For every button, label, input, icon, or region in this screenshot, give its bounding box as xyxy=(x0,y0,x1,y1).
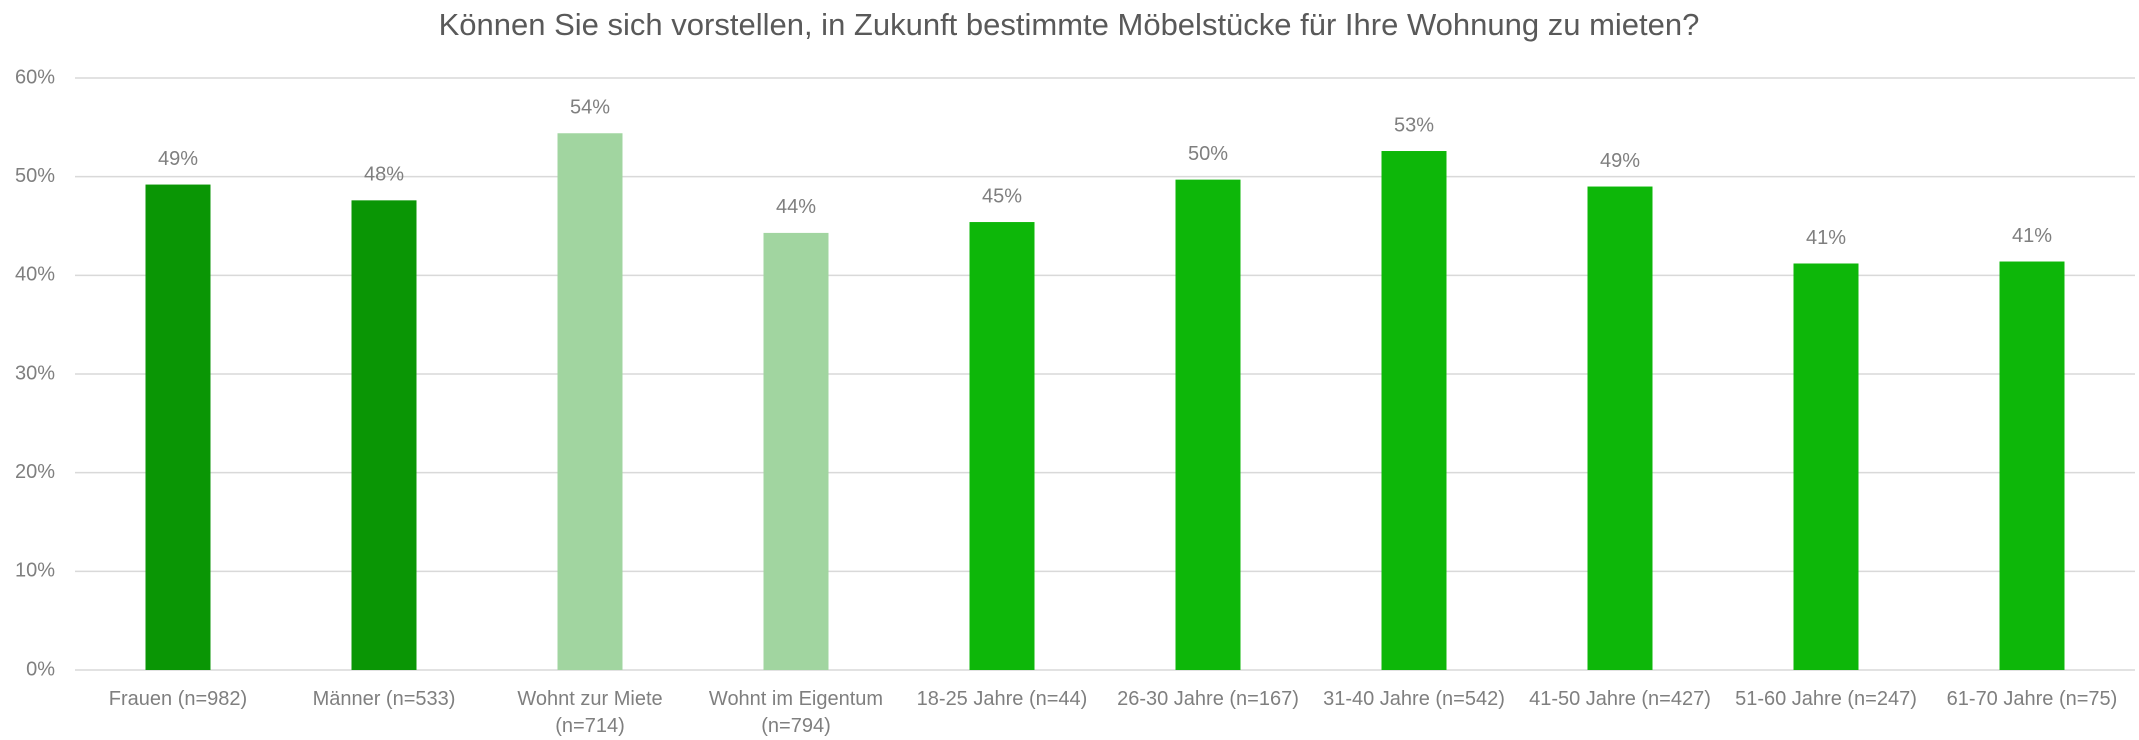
data-label: 48% xyxy=(364,164,404,186)
bar xyxy=(1175,179,1241,671)
data-label: 50% xyxy=(1188,143,1228,165)
bar xyxy=(557,133,623,671)
bar xyxy=(763,232,829,670)
data-label: 49% xyxy=(1600,150,1640,172)
y-tick-label: 0% xyxy=(26,658,55,680)
data-label: 44% xyxy=(776,196,816,218)
x-tick-label: Wohnt zur Miete (n=714) xyxy=(517,688,663,737)
data-label: 49% xyxy=(158,148,198,170)
y-tick-label: 60% xyxy=(15,66,55,88)
bar xyxy=(1793,263,1859,670)
y-tick-label: 20% xyxy=(15,461,55,483)
y-tick-label: 30% xyxy=(15,362,55,384)
bar xyxy=(1587,186,1653,671)
x-tick-label: 41-50 Jahre (n=427) xyxy=(1529,688,1711,710)
bar xyxy=(351,200,417,670)
data-label: 45% xyxy=(982,185,1022,207)
data-label: 41% xyxy=(1806,227,1846,249)
data-label: 41% xyxy=(2012,225,2052,247)
bar xyxy=(1381,151,1447,671)
x-tick-label: 51-60 Jahre (n=247) xyxy=(1735,688,1917,710)
x-tick-label: Frauen (n=982) xyxy=(108,688,248,710)
x-tick-label: 26-30 Jahre (n=167) xyxy=(1117,688,1299,710)
bar xyxy=(1999,261,2065,670)
bar xyxy=(969,222,1035,670)
y-tick-label: 40% xyxy=(15,264,55,286)
data-label: 53% xyxy=(1394,114,1434,136)
data-label: 54% xyxy=(570,97,610,119)
chart-title: Können Sie sich vorstellen, in Zukunft b… xyxy=(439,7,1700,42)
x-tick-label: 61-70 Jahre (n=75) xyxy=(1946,688,2118,710)
y-tick-label: 50% xyxy=(15,165,55,187)
x-tick-label: Wohnt im Eigentum (n=794) xyxy=(708,688,884,737)
x-tick-label: Männer (n=533) xyxy=(312,688,456,710)
x-tick-label: 18-25 Jahre (n=44) xyxy=(916,688,1088,710)
bar xyxy=(145,184,211,670)
x-tick-label: 31-40 Jahre (n=542) xyxy=(1323,688,1505,710)
y-tick-label: 10% xyxy=(15,560,55,582)
